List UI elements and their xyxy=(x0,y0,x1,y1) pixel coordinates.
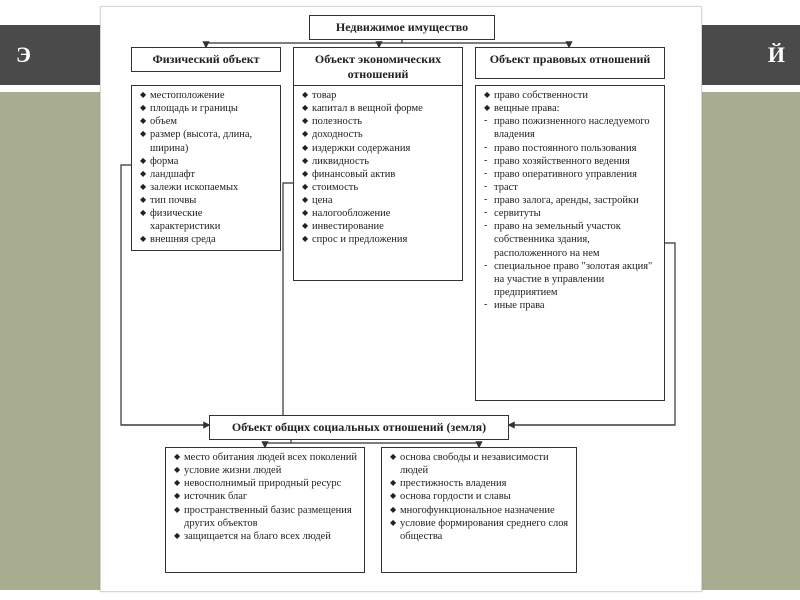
list-item: источник благ xyxy=(174,490,358,503)
list-item: доходность xyxy=(302,128,456,141)
list-item: пространственный базис размещения других… xyxy=(174,504,358,530)
list-item: объем xyxy=(140,115,274,128)
list-item: основа свободы и независимости людей xyxy=(390,451,570,477)
partial-title-right: Й xyxy=(768,42,786,68)
list-item: специальное право "золотая акция" на уча… xyxy=(484,260,658,299)
col3-list: право собственностивещные права:право по… xyxy=(475,85,665,401)
list-item: площадь и границы xyxy=(140,102,274,115)
list-item: финансовый актив xyxy=(302,168,456,181)
col2-list: товаркапитал в вещной формеполезностьдох… xyxy=(293,85,463,281)
list-item: право собственности xyxy=(484,89,658,102)
social-right-list: основа свободы и независимости людейпрес… xyxy=(381,447,577,573)
list-item: право залога, аренды, застройки xyxy=(484,194,658,207)
list-item: право пожизненного наследуемого владения xyxy=(484,115,658,141)
partial-title-left: Э xyxy=(16,42,32,68)
col1-list: местоположениеплощадь и границыобъемразм… xyxy=(131,85,281,251)
list-item: местоположение xyxy=(140,89,274,102)
col3-title: Объект правовых отношений xyxy=(475,47,665,79)
list-item: право постоянного пользования xyxy=(484,142,658,155)
list-item: многофункциональное назначение xyxy=(390,504,570,517)
list-item: условие жизни людей xyxy=(174,464,358,477)
list-item: условие формирования среднего слоя общес… xyxy=(390,517,570,543)
list-item: престижность владения xyxy=(390,477,570,490)
list-item: залежи ископаемых xyxy=(140,181,274,194)
list-item: право хозяйственного ведения xyxy=(484,155,658,168)
list-item: спрос и предложения xyxy=(302,233,456,246)
list-item: издержки содержания xyxy=(302,142,456,155)
list-item: физические характеристики xyxy=(140,207,274,233)
list-item: вещные права: xyxy=(484,102,658,115)
list-item: форма xyxy=(140,155,274,168)
list-item: ликвидность xyxy=(302,155,456,168)
list-item: право оперативного управления xyxy=(484,168,658,181)
list-item: траст xyxy=(484,181,658,194)
list-item: право на земельный участок собственника … xyxy=(484,220,658,259)
root-title: Недвижимое имущество xyxy=(309,15,495,40)
list-item: капитал в вещной форме xyxy=(302,102,456,115)
list-item: иные права xyxy=(484,299,658,312)
list-item: сервитуты xyxy=(484,207,658,220)
list-item: инвестирование xyxy=(302,220,456,233)
list-item: тип почвы xyxy=(140,194,274,207)
list-item: внешняя среда xyxy=(140,233,274,246)
list-item: защищается на благо всех людей xyxy=(174,530,358,543)
list-item: размер (высота, длина, ширина) xyxy=(140,128,274,154)
list-item: полезность xyxy=(302,115,456,128)
social-title: Объект общих социальных отношений (земля… xyxy=(209,415,509,440)
col2-title: Объект экономических отношений xyxy=(293,47,463,87)
list-item: место обитания людей всех поколений xyxy=(174,451,358,464)
list-item: стоимость xyxy=(302,181,456,194)
list-item: налогообложение xyxy=(302,207,456,220)
diagram-sheet: Недвижимое имущество Физический объект О… xyxy=(100,6,702,592)
list-item: цена xyxy=(302,194,456,207)
list-item: основа гордости и славы xyxy=(390,490,570,503)
list-item: невосполнимый природный ресурс xyxy=(174,477,358,490)
list-item: товар xyxy=(302,89,456,102)
list-item: ландшафт xyxy=(140,168,274,181)
social-left-list: место обитания людей всех поколенийуслов… xyxy=(165,447,365,573)
col1-title: Физический объект xyxy=(131,47,281,72)
